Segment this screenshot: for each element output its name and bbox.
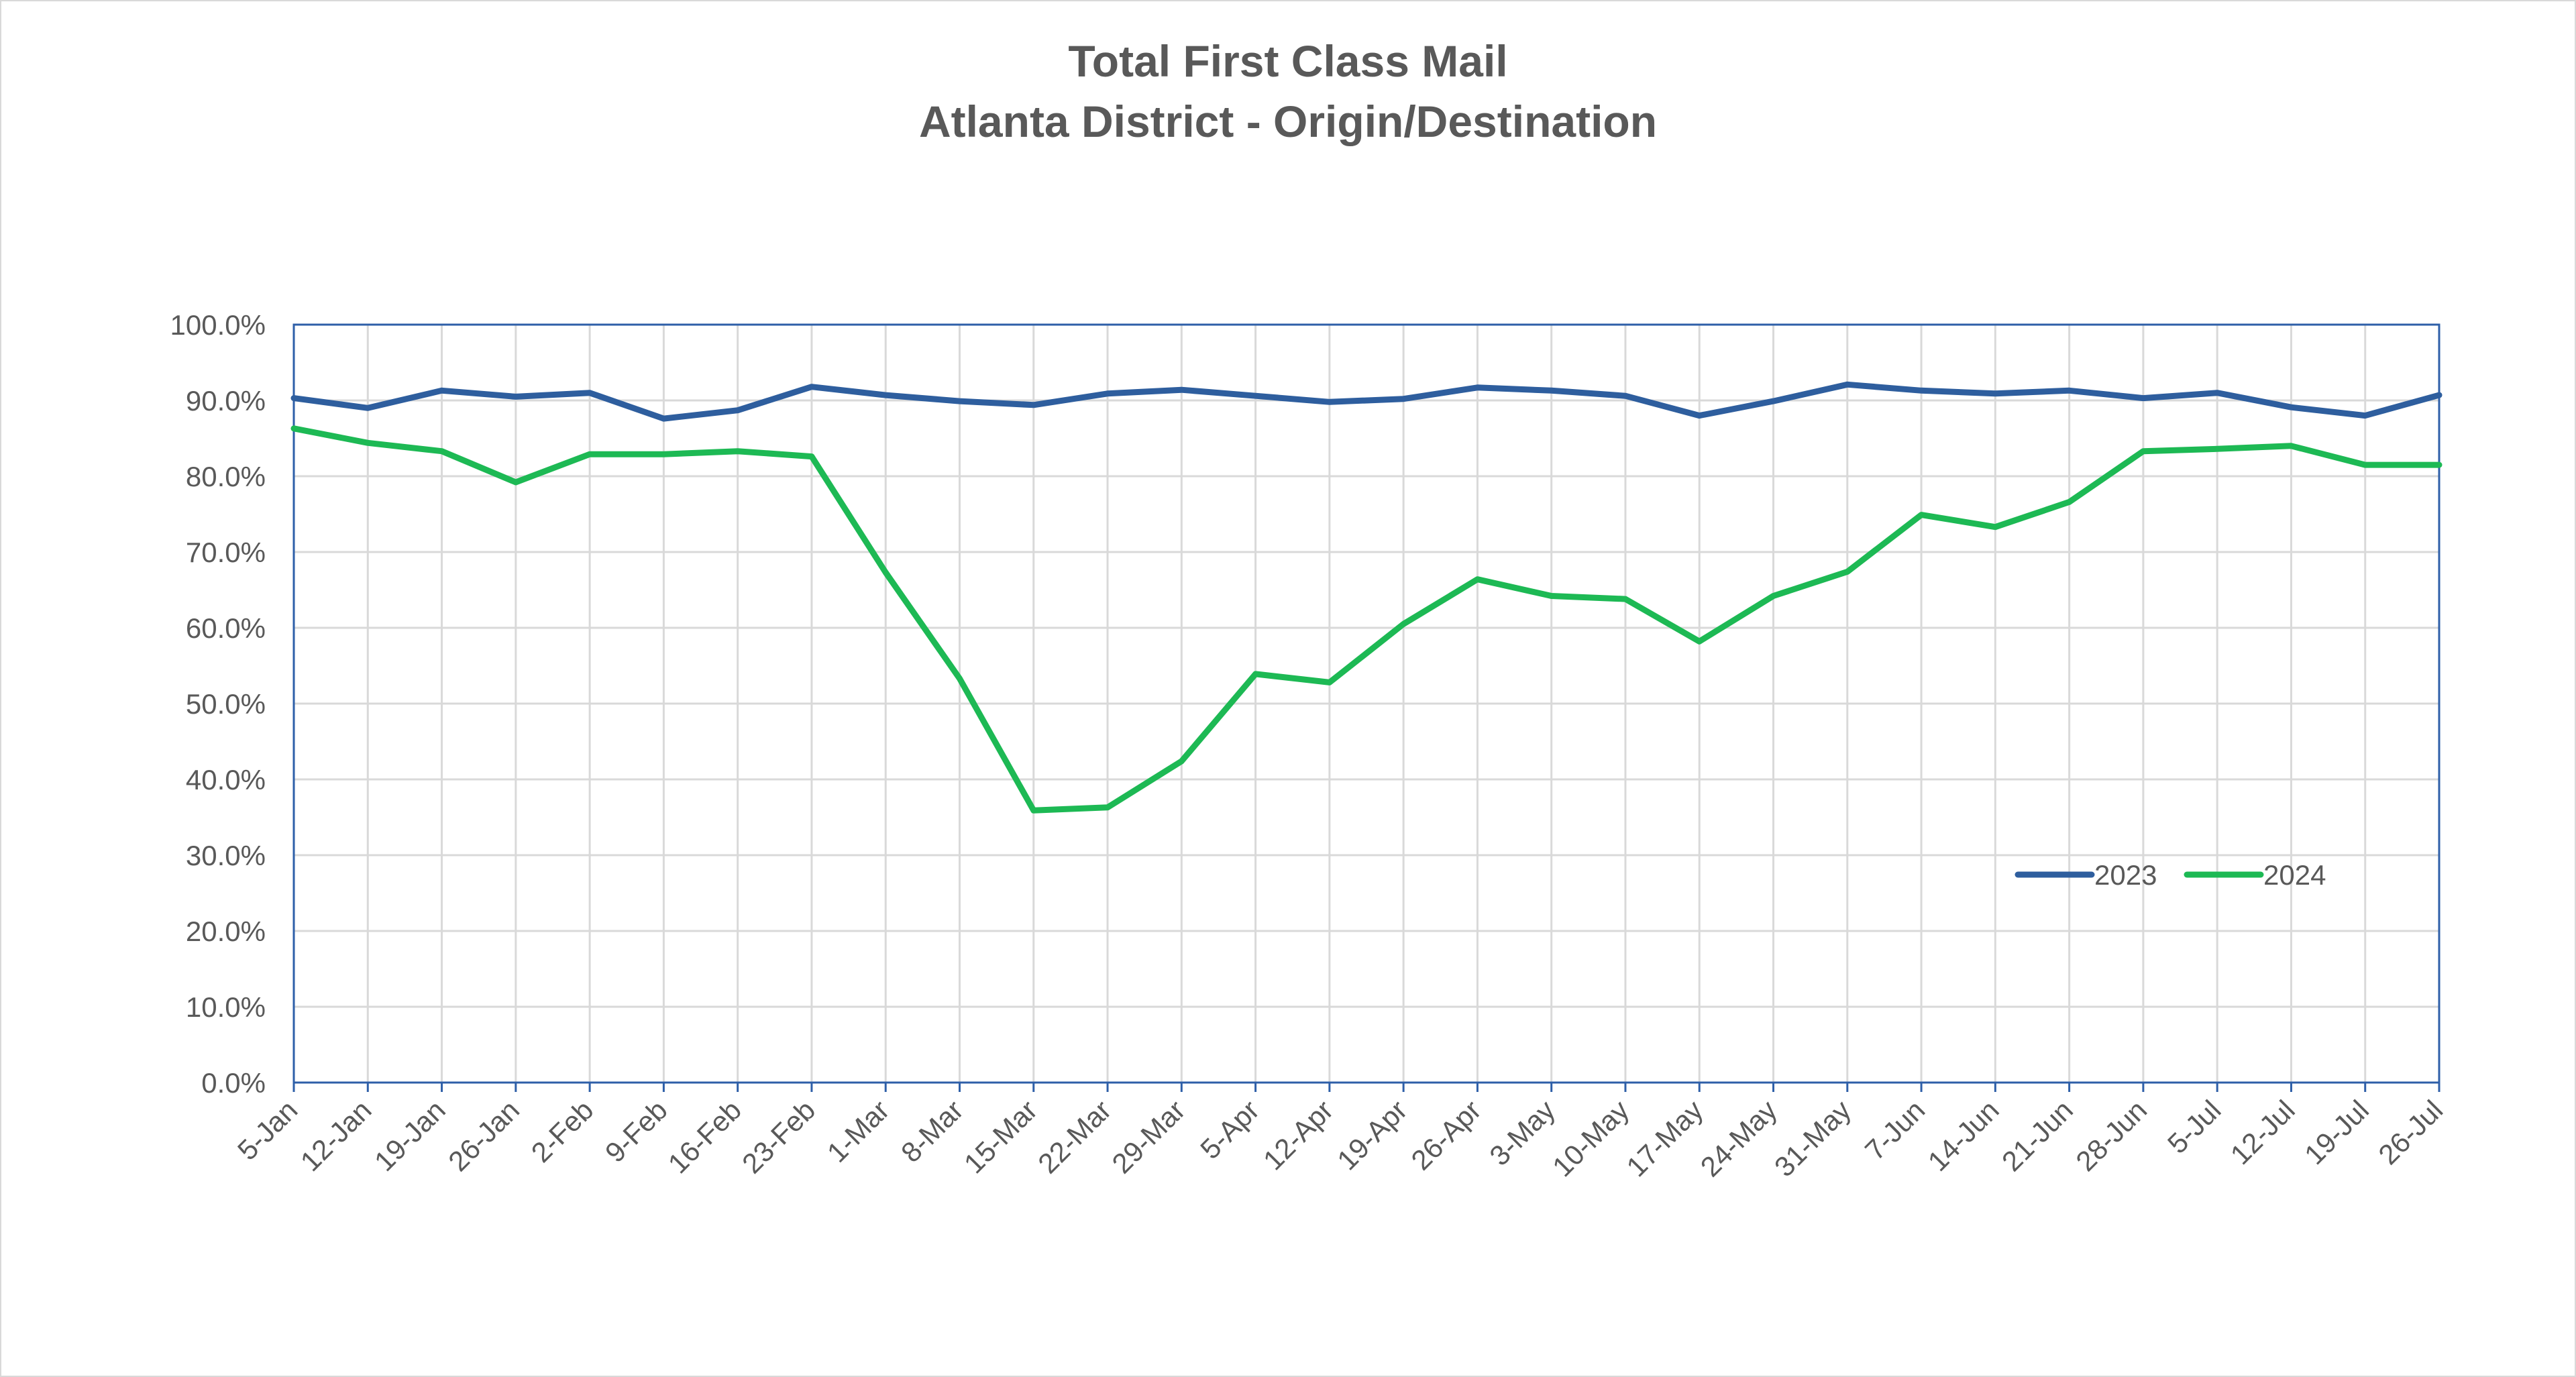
y-tick-label: 90.0% xyxy=(186,385,266,417)
x-tick-label: 22-Mar xyxy=(1032,1094,1117,1179)
x-tick-label: 31-May xyxy=(1768,1094,1857,1182)
x-tick-label: 10-May xyxy=(1546,1094,1635,1182)
legend-label-2023: 2023 xyxy=(2094,859,2157,891)
x-tick-label: 12-Apr xyxy=(1257,1094,1339,1176)
y-tick-label: 20.0% xyxy=(186,916,266,947)
legend-label-2024: 2024 xyxy=(2263,859,2326,891)
y-tick-label: 0.0% xyxy=(201,1067,266,1099)
x-tick-label: 1-Mar xyxy=(821,1094,896,1168)
x-tick-label: 5-Apr xyxy=(1194,1094,1265,1165)
series-line-2024 xyxy=(290,425,2443,814)
series-lines xyxy=(290,381,2443,814)
x-tick-label: 16-Feb xyxy=(662,1094,747,1179)
y-tick-label: 30.0% xyxy=(186,840,266,871)
x-tick-label: 7-Jun xyxy=(1859,1094,1931,1166)
x-tick-label: 19-Apr xyxy=(1331,1094,1413,1176)
gridlines xyxy=(292,323,2440,1092)
x-tick-label: 29-Mar xyxy=(1106,1094,1191,1179)
x-tick-label: 28-Jun xyxy=(2070,1094,2153,1177)
x-tick-label: 21-Jun xyxy=(1996,1094,2079,1177)
y-tick-label: 60.0% xyxy=(186,612,266,644)
chart-title: Total First Class Mail xyxy=(1068,36,1507,86)
x-tick-label: 5-Jan xyxy=(231,1094,304,1166)
x-tick-label: 19-Jul xyxy=(2298,1094,2375,1170)
y-axis-tick-labels: 0.0% 10.0% 20.0% 30.0% 40.0% 50.0% 60.0% 70.0% 8… xyxy=(170,309,266,1099)
x-tick-label: 26-Jan xyxy=(442,1094,525,1177)
x-tick-label: 15-Mar xyxy=(958,1094,1043,1179)
plot-area-border xyxy=(292,323,2440,1084)
y-tick-label: 40.0% xyxy=(186,764,266,795)
legend: 2023 2024 xyxy=(2015,859,2326,891)
y-tick-label: 80.0% xyxy=(186,461,266,492)
x-tick-label: 14-Jun xyxy=(1922,1094,2005,1177)
x-tick-label: 24-May xyxy=(1695,1094,1783,1182)
x-tick-label: 17-May xyxy=(1620,1094,1709,1182)
x-tick-label: 26-Jul xyxy=(2372,1094,2449,1170)
x-tick-label: 5-Jul xyxy=(2161,1094,2227,1160)
y-tick-label: 100.0% xyxy=(170,309,266,341)
x-tick-label: 12-Jul xyxy=(2224,1094,2301,1170)
y-tick-label: 10.0% xyxy=(186,991,266,1023)
x-tick-label: 23-Feb xyxy=(736,1094,821,1179)
x-tick-label: 12-Jan xyxy=(294,1094,378,1177)
y-tick-label: 50.0% xyxy=(186,688,266,720)
x-tick-label: 19-Jan xyxy=(368,1094,451,1177)
x-tick-label: 26-Apr xyxy=(1405,1094,1487,1176)
y-tick-label: 70.0% xyxy=(186,537,266,568)
series-line-2023 xyxy=(290,381,2443,422)
x-tick-label: 2-Feb xyxy=(525,1094,600,1168)
chart-subtitle: Atlanta District - Origin/Destination xyxy=(919,97,1657,146)
